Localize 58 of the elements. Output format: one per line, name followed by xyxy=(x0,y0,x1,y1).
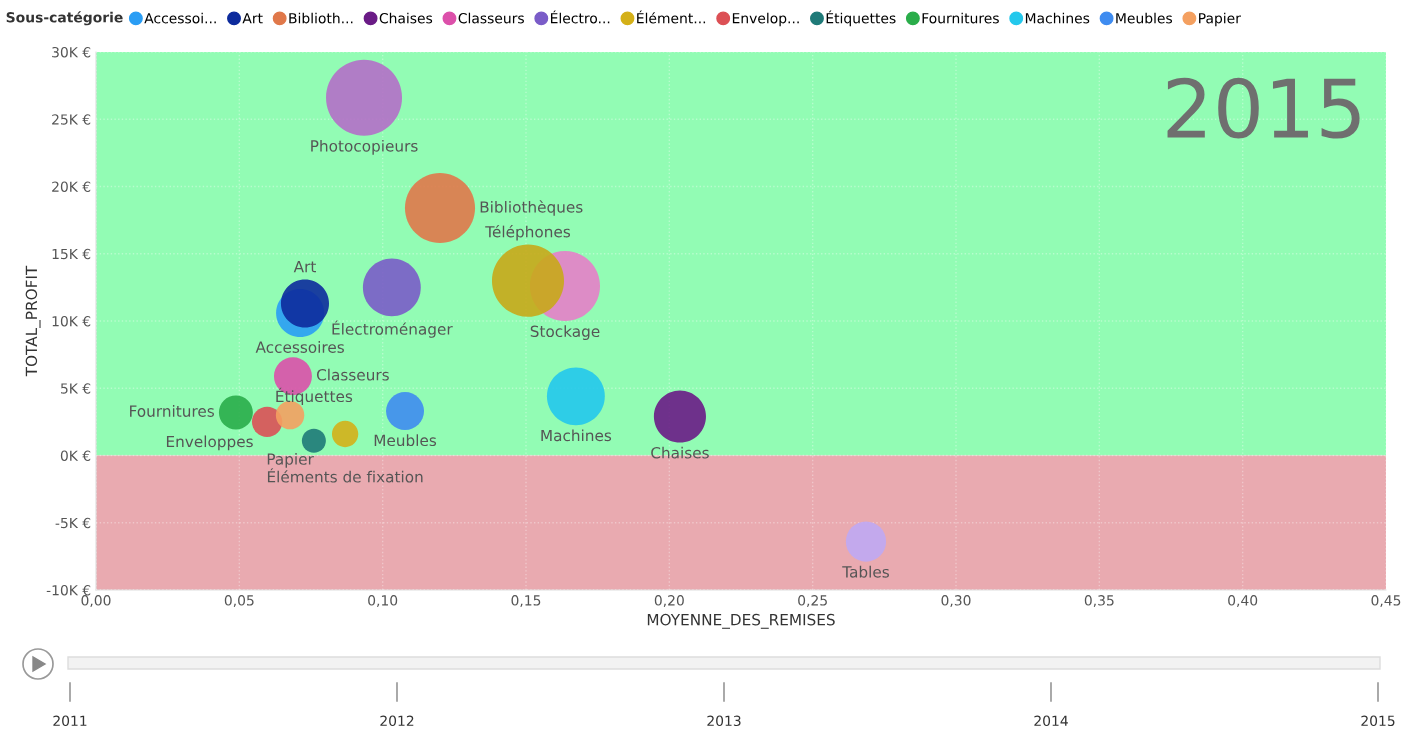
annotation: Chaises xyxy=(651,446,709,459)
text: 2014 xyxy=(1034,715,1068,727)
x-tick-label: 0,40 xyxy=(1228,595,1258,608)
x-tick-label: 0,25 xyxy=(798,595,827,608)
annotation: Classeurs xyxy=(316,368,389,381)
text: 2013 xyxy=(707,715,741,727)
annotation: Meubles xyxy=(374,434,437,447)
annotation: Fournitures xyxy=(130,405,214,417)
x-tick-label: 0,30 xyxy=(941,595,971,608)
y-tick-label: 25K € xyxy=(52,114,91,125)
y-tick-label: 0K € xyxy=(60,450,91,461)
annotation: Étiquettes xyxy=(276,387,353,406)
y-tick-label: 30K € xyxy=(52,46,91,58)
annotation: Art xyxy=(293,261,316,273)
annotation: Papier xyxy=(267,452,314,468)
legend-label: Meubles xyxy=(1116,12,1173,24)
annotation: Électroménager xyxy=(332,320,453,338)
x-tick-label: 0,15 xyxy=(511,595,541,608)
annotation: Téléphones xyxy=(485,225,571,241)
x-tick-label: 0,35 xyxy=(1084,595,1114,608)
x-axis-title: MOYENNE_DES_REMISES xyxy=(647,613,835,629)
legend-label: Envelop... xyxy=(732,12,799,27)
annotation: Accessoires xyxy=(255,341,344,353)
legend-title: Sous-catégorie xyxy=(6,11,123,26)
x-tick-label: 0,05 xyxy=(224,595,254,608)
text: 2011 xyxy=(53,715,87,727)
annotation: Tables xyxy=(842,565,889,578)
legend-label: Biblioth... xyxy=(289,12,353,24)
legend-label: Machines xyxy=(1025,12,1090,24)
x-tick-label: 0,20 xyxy=(654,595,684,608)
y-tick-label: 20K € xyxy=(52,181,91,192)
x-tick-label: 0,10 xyxy=(368,595,398,608)
y-axis-title: TOTAL_PROFIT xyxy=(25,265,41,377)
legend-label: Classeurs xyxy=(458,12,524,24)
y-tick-label: 15K € xyxy=(52,248,91,260)
legend-label: Art xyxy=(242,13,263,24)
annotation: Photocopieurs xyxy=(311,139,418,155)
legend-label: Électro... xyxy=(551,10,610,24)
text: 2015 xyxy=(1361,715,1395,727)
legend-label: Accessoi... xyxy=(144,12,216,24)
text: 2012 xyxy=(380,715,414,727)
legend-label: Chaises xyxy=(379,12,433,24)
annotation: Enveloppes xyxy=(166,435,253,451)
y-tick-label: 10K € xyxy=(52,315,91,327)
y-tick-label: 5K € xyxy=(61,383,91,394)
x-tick-label: 0,45 xyxy=(1371,595,1401,608)
legend-label: Papier xyxy=(1199,12,1241,27)
annotation: Machines xyxy=(541,429,612,442)
legend-label: Élément... xyxy=(637,10,706,24)
legend-label: Fournitures xyxy=(922,12,999,24)
annotation: Éléments de fixation xyxy=(267,468,423,483)
annotation: Bibliothèques xyxy=(480,200,583,216)
y-tick-label: -5K € xyxy=(55,517,91,529)
annotation: 2015 xyxy=(1167,77,1360,139)
x-tick-label: 0,00 xyxy=(81,595,111,608)
y-tick-label: -10K € xyxy=(46,584,91,596)
annotation: Stockage xyxy=(530,325,600,340)
legend-label: Étiquettes xyxy=(826,10,896,27)
